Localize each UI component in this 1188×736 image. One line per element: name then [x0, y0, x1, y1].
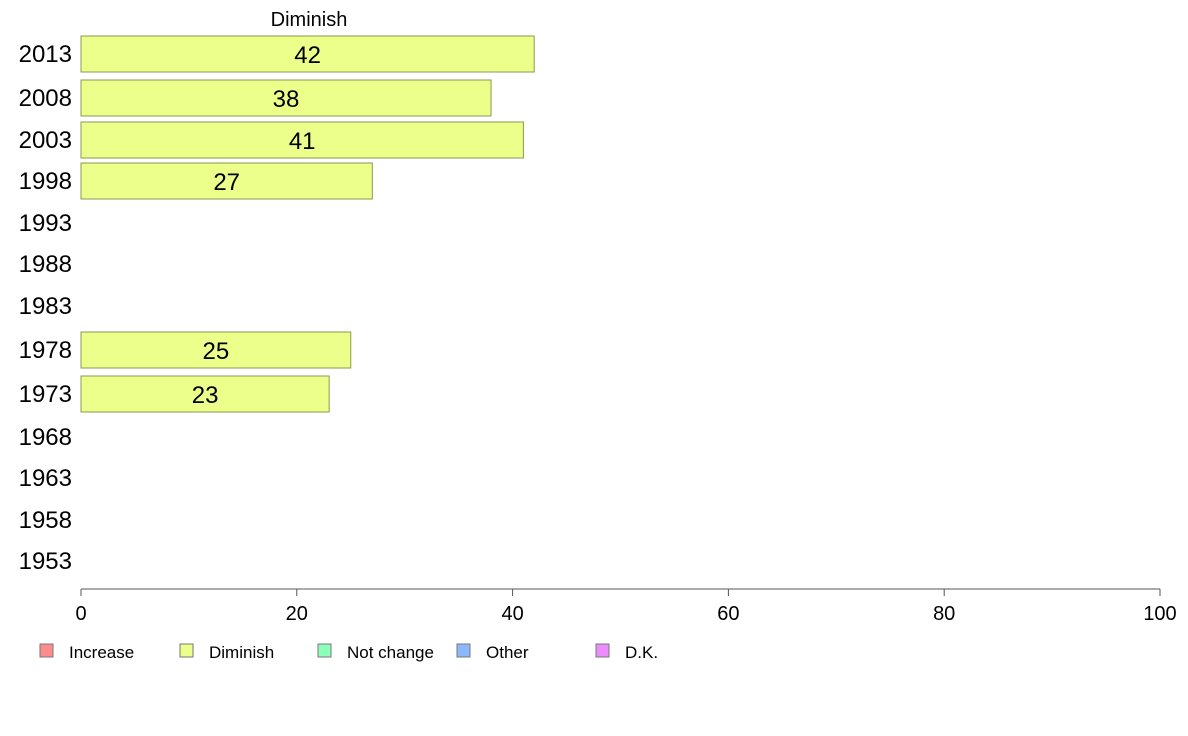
x-tick-label-100: 100	[1143, 603, 1176, 625]
legend-label-d-k: D.K.	[625, 643, 658, 662]
x-tick-label-80: 80	[933, 603, 955, 625]
legend-swatch-not-change	[317, 643, 332, 658]
category-labels: 2013 2008 2003 1998 1993 1988 1983 1978 1973 1968…	[19, 41, 72, 575]
legend-swatch-d-k	[595, 643, 610, 658]
bar-2008	[80, 79, 492, 117]
bar-label-2008: 38	[273, 86, 300, 113]
bar-label-1978: 25	[203, 338, 230, 365]
bar-1998	[80, 162, 373, 200]
category-label-1983: 1983	[19, 293, 72, 320]
bar-label-2013: 42	[294, 42, 321, 69]
category-label-2008: 2008	[19, 85, 72, 112]
bar-label-1973: 23	[192, 382, 219, 409]
bar-label-2003: 41	[289, 128, 316, 155]
legend-label-not-change: Not change	[347, 643, 434, 662]
bars-layer: 42 38 41 27 25 23	[80, 35, 535, 413]
category-label-2003: 2003	[19, 127, 72, 154]
category-label-1963: 1963	[19, 465, 72, 492]
legend-swatch-other	[456, 643, 471, 658]
legend-label-increase: Increase	[69, 643, 134, 662]
category-label-1973: 1973	[19, 381, 72, 408]
category-label-2013: 2013	[19, 41, 72, 68]
category-label-1978: 1978	[19, 337, 72, 364]
category-label-1993: 1993	[19, 210, 72, 237]
bar-1973	[80, 375, 330, 413]
category-label-1988: 1988	[19, 251, 72, 278]
category-label-1968: 1968	[19, 424, 72, 451]
category-label-1958: 1958	[19, 507, 72, 534]
legend-label-other: Other	[486, 643, 529, 662]
bar-2013	[80, 35, 535, 73]
bar-1978	[80, 331, 352, 369]
x-axis: 0 20 40 60 80 100	[75, 588, 1177, 625]
category-label-1953: 1953	[19, 548, 72, 575]
x-tick-label-20: 20	[286, 603, 308, 625]
category-label-1998: 1998	[19, 168, 72, 195]
legend: Increase Diminish Not change Other D.K.	[39, 643, 658, 662]
x-tick-label-0: 0	[75, 603, 86, 625]
legend-label-diminish: Diminish	[209, 643, 274, 662]
x-tick-label-60: 60	[717, 603, 739, 625]
x-tick-label-40: 40	[501, 603, 523, 625]
legend-swatch-diminish	[179, 643, 194, 658]
bar-label-1998: 27	[213, 169, 240, 196]
legend-swatch-increase	[39, 643, 54, 658]
chart-title: Diminish	[271, 9, 348, 31]
bar-2003	[80, 121, 524, 159]
